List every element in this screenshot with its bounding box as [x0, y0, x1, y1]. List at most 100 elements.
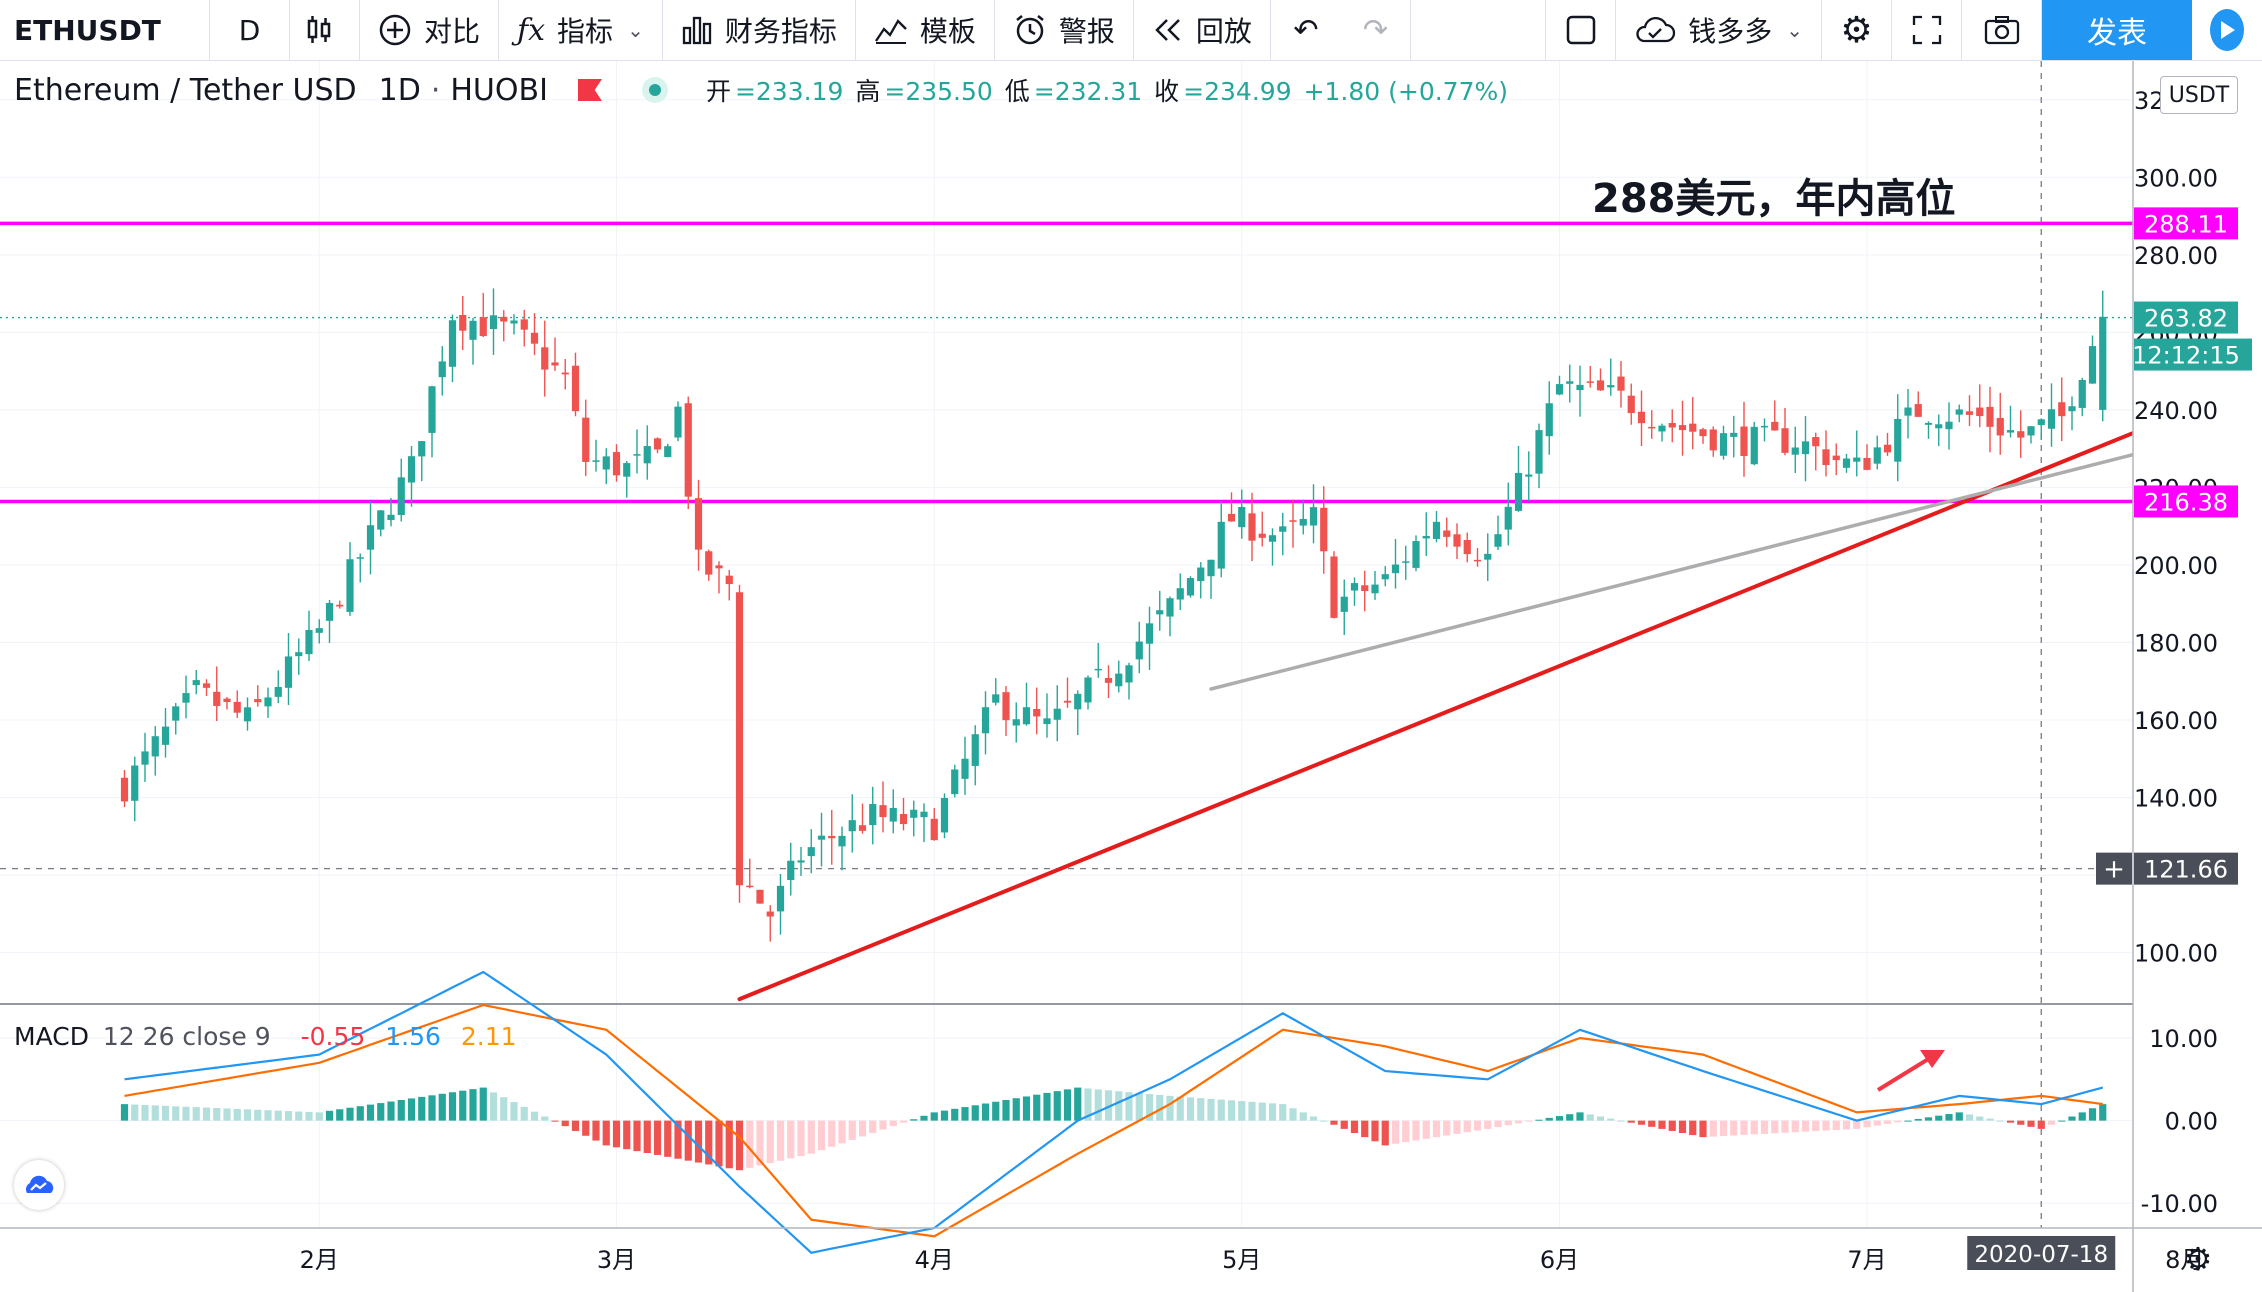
macd-hist-bar [1258, 1102, 1266, 1121]
select-layout-button[interactable] [1546, 0, 1617, 60]
macd-hist-bar [746, 1120, 754, 1168]
macd-hist-bar [1822, 1120, 1830, 1131]
redo-icon: ↷ [1362, 12, 1388, 48]
templates-button[interactable]: 模板 [856, 0, 995, 60]
macd-hist-bar [1740, 1120, 1748, 1135]
macd-hist-bar [1371, 1120, 1379, 1142]
candle [1955, 409, 1963, 415]
candle [951, 769, 959, 795]
time-tick-label: 7月 [1847, 1246, 1886, 1274]
candle [1238, 507, 1246, 528]
macd-hist-bar [858, 1120, 867, 1137]
legend-title[interactable]: Ethereum / Tether USD [14, 72, 357, 108]
candle [459, 315, 467, 331]
trendline-gray [1209, 420, 2262, 691]
macd-hist-bar [981, 1103, 990, 1121]
macd-hist-bar [735, 1120, 744, 1171]
undo-button[interactable]: ↶ [1271, 0, 1341, 60]
candle [1063, 700, 1072, 703]
macd-hist-bar [571, 1120, 580, 1131]
candle [1545, 403, 1553, 437]
macd-hist-bar [264, 1110, 272, 1121]
macd-hist-bar [1022, 1096, 1031, 1121]
macd-hist-bar [869, 1120, 877, 1134]
chart-type-button[interactable] [290, 0, 360, 60]
level-lines [0, 61, 2133, 1228]
candle [1781, 428, 1789, 453]
macd-hist-bar [2017, 1120, 2025, 1125]
candle [766, 911, 774, 917]
macd-hist-bar [1812, 1120, 1820, 1132]
redo-button[interactable]: ↷ [1341, 0, 1411, 60]
top-toolbar: ETHUSDT D 对比 ƒx 指标 ⌄ 财务指标 模板 警报 [0, 0, 2262, 61]
time-tick-label: 5月 [1222, 1246, 1261, 1274]
candle [776, 885, 785, 912]
macd-hist-bar [623, 1120, 631, 1150]
macd-hist-bar [438, 1093, 446, 1121]
flag-icon[interactable] [577, 79, 602, 101]
fx-icon: ƒx [517, 12, 546, 48]
legend-exchange: HUOBI [450, 72, 548, 108]
macd-hist-bar [1289, 1108, 1297, 1121]
level-price-label: 216.38 [2144, 488, 2228, 516]
macd-hist-bar [1248, 1101, 1256, 1121]
financials-button[interactable]: 财务指标 [663, 0, 856, 60]
candle [541, 347, 549, 370]
macd-hist-bar [1432, 1120, 1441, 1138]
plus-circle-icon [378, 13, 412, 47]
macd-hist-bar [1443, 1120, 1451, 1136]
gear-icon: ⚙ [1840, 9, 1873, 51]
level-price-label-bg [2134, 485, 2238, 518]
currency-units-button[interactable]: USDT [2160, 76, 2238, 114]
macd-hist-bar [1576, 1112, 1584, 1121]
macd-hist-bar [1104, 1090, 1113, 1121]
macd-hist-bar [1361, 1120, 1369, 1138]
publish-button[interactable]: 发表 [2042, 0, 2192, 60]
candle [1381, 574, 1389, 580]
macd-hist-bar [725, 1120, 733, 1169]
macd-hist-bar [489, 1092, 498, 1121]
candle [899, 813, 908, 825]
candle [715, 565, 723, 569]
macd-hist-bar [182, 1106, 190, 1121]
macd-hist-bar [1268, 1103, 1277, 1121]
indicators-button[interactable]: ƒx 指标 ⌄ [499, 0, 663, 60]
play-button[interactable] [2192, 0, 2262, 60]
macd-hist-bar [1894, 1120, 1902, 1123]
candle [284, 656, 293, 688]
candle [1197, 567, 1205, 582]
settings-button[interactable]: ⚙ [1822, 0, 1892, 60]
macd-hist-bar [1607, 1118, 1615, 1121]
fullscreen-button[interactable] [1892, 0, 1962, 60]
macd-hist-bar [223, 1108, 231, 1121]
candle [1637, 411, 1646, 424]
macd-name[interactable]: MACD [14, 1022, 89, 1051]
candle [1648, 426, 1656, 429]
financials-label: 财务指标 [724, 15, 837, 48]
tradingview-logo-icon[interactable] [14, 1160, 64, 1210]
indicators-label: 指标 [557, 15, 614, 48]
macd-hist-bar [479, 1087, 487, 1121]
candle [879, 805, 887, 818]
candle [151, 736, 159, 757]
candle [1207, 559, 1215, 577]
compare-button[interactable]: 对比 [360, 0, 500, 60]
macd-hist-bar [684, 1120, 692, 1161]
macd-hist-bar [530, 1111, 539, 1121]
macd-hist-bar [776, 1120, 785, 1161]
market-status-icon[interactable] [641, 77, 668, 103]
macd-hist-bar [1350, 1120, 1359, 1134]
macd-hist-bar [817, 1120, 826, 1151]
symbol-search-button[interactable]: ETHUSDT [0, 0, 210, 60]
replay-button[interactable]: 回放 [1134, 0, 1271, 60]
macd-hist-bar [161, 1105, 170, 1121]
crosshair-date-label: 2020-07-18 [1974, 1242, 2108, 1268]
macd-hist-bar [1709, 1120, 1717, 1137]
snapshot-button[interactable] [1962, 0, 2042, 60]
layout-menu-button[interactable]: 钱多多 ⌄ [1616, 0, 1822, 60]
alerts-button[interactable]: 警报 [995, 0, 1134, 60]
annotation-text: 288美元，年内高位 [1592, 176, 1956, 222]
interval-button[interactable]: D [210, 0, 290, 60]
macd-hist-bar [1904, 1120, 1912, 1122]
